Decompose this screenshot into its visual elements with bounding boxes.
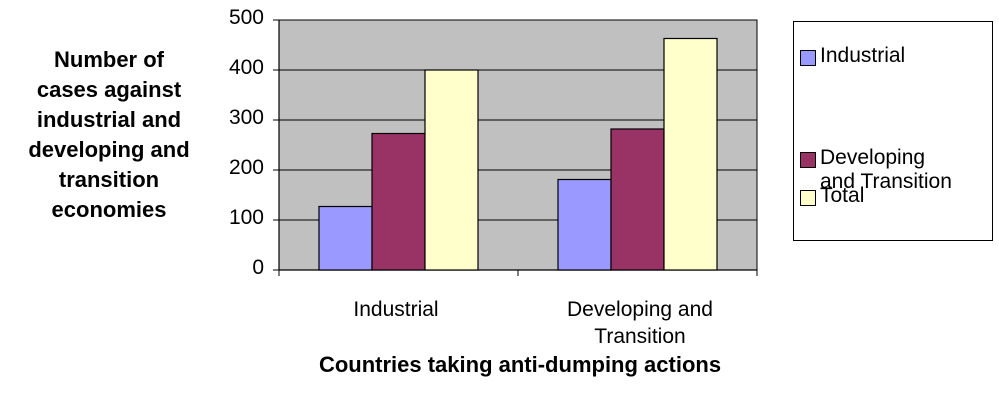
x-axis-label: Countries taking anti-dumping actions <box>318 352 722 377</box>
y-tick-label: 400 <box>228 56 264 79</box>
legend-label: Total <box>820 184 864 208</box>
bar <box>663 37 718 271</box>
bar <box>557 178 612 271</box>
y-tick-label: 200 <box>228 156 264 179</box>
x-category-label-line: Transition <box>594 325 686 348</box>
y-axis-label-line: transition <box>58 167 160 192</box>
legend-label: Developing and Transition <box>820 146 952 194</box>
y-axis-label-line: cases against <box>36 77 182 102</box>
legend-item: Industrial <box>800 44 905 68</box>
y-tick-label: 500 <box>228 6 264 29</box>
x-category-label-line: Industrial <box>353 298 439 321</box>
y-tick-label: 100 <box>228 206 264 229</box>
y-tick-label: 300 <box>228 106 264 129</box>
legend-label: Industrial <box>820 44 905 68</box>
legend-label-line: Total <box>820 184 865 207</box>
x-category-label: Industrial <box>321 296 471 323</box>
legend-swatch <box>800 190 816 206</box>
legend: Industrial Developing and Transition Tot… <box>793 21 993 241</box>
y-axis-label-line: developing and <box>28 137 190 162</box>
y-axis-label: Number of cases against industrial and d… <box>0 45 218 225</box>
y-tick-label: 0 <box>252 256 264 279</box>
legend-swatch <box>800 50 816 66</box>
bar <box>371 132 426 271</box>
legend-label-line: Industrial <box>820 44 906 67</box>
bar <box>610 128 665 271</box>
y-axis-label-line: industrial and <box>36 107 182 132</box>
x-category-label: Developing and Transition <box>540 296 740 350</box>
x-category-label-line: Developing and <box>567 298 713 321</box>
legend-swatch <box>800 152 816 168</box>
legend-item: Developing and Transition <box>800 146 952 194</box>
bar <box>318 205 373 271</box>
legend-label-line: Developing <box>820 146 926 169</box>
legend-label-line: and Transition <box>820 170 952 193</box>
y-axis-label-line: Number of <box>54 47 164 72</box>
legend-item: Total <box>800 184 864 208</box>
bar <box>424 69 479 271</box>
y-axis-label-line: economies <box>51 197 167 222</box>
